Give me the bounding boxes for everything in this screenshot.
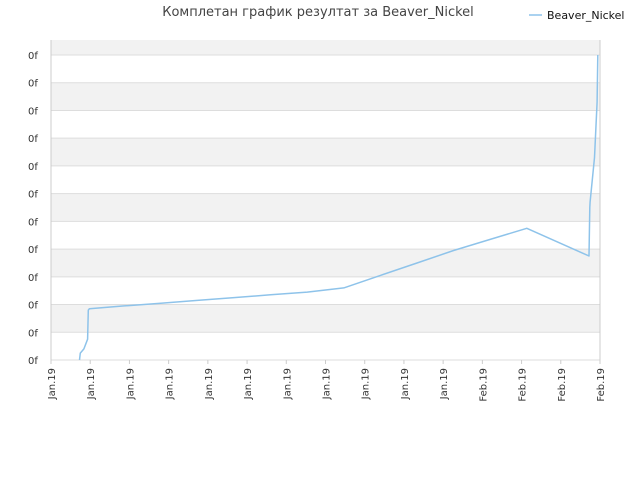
x-tick-label: Jan.19 <box>243 368 254 400</box>
plot-band <box>51 249 600 277</box>
x-tick-label: Jan.19 <box>165 368 176 400</box>
x-tick-label: Jan.19 <box>400 368 411 400</box>
plot-band <box>51 40 600 55</box>
chart-title: Комплетан график резултат за Beaver_Nick… <box>162 5 474 20</box>
x-tick-label: Feb.19 <box>557 368 568 402</box>
y-tick-label: 0f <box>28 273 38 284</box>
y-tick-label: 0f <box>28 245 38 256</box>
series-line-beaver-nickel <box>78 54 599 361</box>
plot-bands <box>51 40 600 333</box>
y-tick-label: 0f <box>28 106 38 117</box>
y-tick-label: 0f <box>28 190 38 201</box>
x-tick-label: Jan.19 <box>439 368 450 400</box>
x-tick-label: Jan.19 <box>322 368 333 400</box>
x-tick-label: Jan.19 <box>125 368 136 400</box>
x-tick-label: Jan.19 <box>47 368 58 400</box>
x-tick-label: Feb.19 <box>518 368 529 402</box>
series-group <box>78 54 599 361</box>
y-tick-label: 0f <box>28 162 38 173</box>
x-tick-label: Jan.19 <box>282 368 293 400</box>
legend: Beaver_Nickel <box>529 9 625 22</box>
plot-band <box>51 138 600 166</box>
y-tick-label: 0f <box>28 134 38 145</box>
y-tick-label: 0f <box>28 51 38 62</box>
gridlines <box>50 40 601 361</box>
x-tick-label: Jan.19 <box>204 368 215 400</box>
y-tick-label: 0f <box>28 301 38 312</box>
y-tick-label: 0f <box>28 217 38 228</box>
x-tick-label: Feb.19 <box>478 368 489 402</box>
y-tick-label: 0f <box>28 356 38 367</box>
plot-band <box>51 193 600 222</box>
y-axis-ticks: 0f 0f 0f 0f 0f 0f 0f 0f 0f 0f 0f 0f <box>28 51 38 367</box>
x-axis-ticks: Jan.19 Jan.19 Jan.19 Jan.19 Jan.19 Jan.19 Jan.… <box>47 360 607 402</box>
legend-label: Beaver_Nickel <box>547 9 625 22</box>
plot-band <box>51 304 600 333</box>
y-tick-label: 0f <box>28 79 38 90</box>
plot-band <box>51 82 600 111</box>
x-tick-label: Jan.19 <box>361 368 372 400</box>
x-tick-label: Feb.19 <box>596 368 607 402</box>
x-tick-label: Jan.19 <box>86 368 97 400</box>
y-tick-label: 0f <box>28 328 38 339</box>
